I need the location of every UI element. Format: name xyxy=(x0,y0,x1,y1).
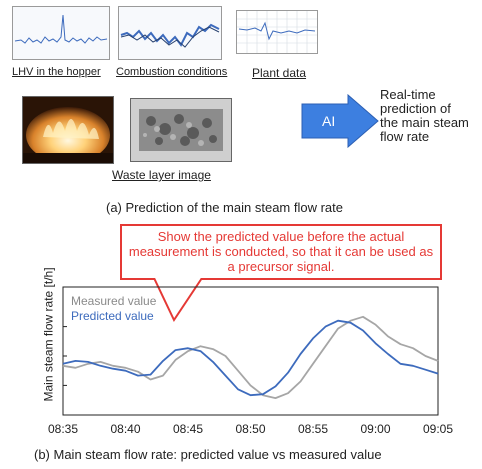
legend-measured: Measured value xyxy=(71,294,157,308)
plant-data-label: Plant data xyxy=(252,66,307,80)
predicted-value-line xyxy=(62,319,439,397)
ai-arrow-icon xyxy=(300,93,380,149)
x-tick-label-6: 09:05 xyxy=(422,422,454,436)
x-tick-label-3: 08:50 xyxy=(235,422,266,436)
furnace-fire-photo xyxy=(22,96,114,164)
x-tick-label-1: 08:40 xyxy=(110,422,141,436)
x-tick-label-4: 08:55 xyxy=(297,422,329,436)
caption-b: (b) Main steam flow rate: predicted valu… xyxy=(34,447,382,462)
plant-data-thumbnail xyxy=(236,10,318,54)
legend-predicted: Predicted value xyxy=(71,309,154,323)
waste-layer-label: Waste layer image xyxy=(112,168,211,182)
x-tick-label-2: 08:45 xyxy=(172,422,204,436)
lhv-label: LHV in the hopper xyxy=(12,66,101,78)
x-tick-label-0: 08:35 xyxy=(47,422,79,436)
lhv-trend-thumbnail xyxy=(12,6,110,60)
x-tick-label-5: 09:00 xyxy=(360,422,391,436)
combustion-label: Combustion conditions xyxy=(116,66,228,78)
precursor-callout: Show the predicted value before the actu… xyxy=(120,224,442,280)
combustion-trend-thumbnail xyxy=(118,6,222,60)
realtime-prediction-text: Real-time prediction of the main steam f… xyxy=(380,87,469,144)
measured-value-line xyxy=(62,315,439,400)
waste-layer-photo xyxy=(130,98,232,162)
plot-frame xyxy=(62,286,439,416)
callout-pointer xyxy=(153,278,203,323)
caption-a: (a) Prediction of the main steam flow ra… xyxy=(106,200,343,215)
ai-label: AI xyxy=(322,113,336,129)
